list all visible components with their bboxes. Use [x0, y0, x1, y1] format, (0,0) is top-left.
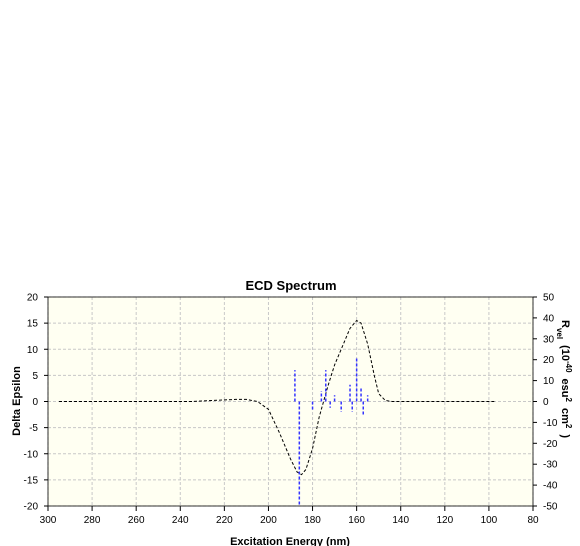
y2-tick-label: -30 — [543, 460, 558, 471]
y2-tick-label: 40 — [543, 313, 555, 324]
y2-tick-label: -20 — [543, 439, 558, 450]
y-tick-label: 5 — [32, 371, 38, 382]
x-tick-label: 120 — [436, 515, 453, 526]
y2-axis-label-part: cm — [559, 408, 571, 424]
y2-axis-label-part: -40 — [565, 361, 574, 373]
y2-axis-label-part: (10 — [559, 345, 571, 361]
y2-tick-label: 50 — [543, 293, 555, 304]
y2-tick-label: 30 — [543, 334, 555, 345]
y2-axis-label-part: ) — [559, 434, 571, 438]
x-tick-label: 140 — [392, 515, 409, 526]
y-tick-label: -5 — [29, 423, 38, 434]
x-tick-label: 240 — [172, 515, 189, 526]
x-tick-label: 300 — [40, 515, 57, 526]
y2-axis-label-part: vel — [556, 328, 565, 339]
y2-axis-label: Rvel(10-40esu2cm2) — [556, 320, 574, 438]
x-tick-label: 260 — [128, 515, 145, 526]
x-tick-label: 200 — [260, 515, 277, 526]
y-tick-label: -20 — [24, 502, 39, 513]
y2-tick-label: 10 — [543, 376, 555, 387]
y-tick-label: 15 — [27, 319, 39, 330]
y-axis-label: Delta Epsilon — [11, 366, 23, 436]
x-tick-label: 100 — [481, 515, 498, 526]
chart-title: ECD Spectrum — [245, 278, 336, 293]
y-tick-label: 10 — [27, 345, 39, 356]
x-tick-label: 180 — [304, 515, 321, 526]
plot-frame — [47, 296, 534, 507]
y-tick-label: 20 — [27, 293, 39, 304]
y2-axis-label-part: 2 — [565, 424, 574, 429]
y2-axis-label-part: esu — [559, 379, 571, 398]
x-tick-label: 280 — [84, 515, 101, 526]
y-tick-label: -10 — [24, 449, 39, 460]
y2-tick-label: -40 — [543, 481, 558, 492]
y2-tick-label: 0 — [543, 397, 549, 408]
x-tick-label: 160 — [348, 515, 365, 526]
y2-axis-label-part: 2 — [565, 398, 574, 403]
y-tick-label: 0 — [32, 397, 38, 408]
y2-tick-label: -10 — [543, 418, 558, 429]
x-tick-label: 220 — [216, 515, 233, 526]
y2-axis-label-part: R — [559, 320, 571, 328]
x-tick-label: 80 — [527, 515, 539, 526]
x-axis-label: Excitation Energy (nm) — [230, 536, 350, 546]
y2-tick-label: -50 — [543, 502, 558, 513]
spectrum-line — [59, 319, 496, 476]
y2-tick-label: 20 — [543, 355, 555, 366]
y-tick-label: -15 — [24, 475, 39, 486]
